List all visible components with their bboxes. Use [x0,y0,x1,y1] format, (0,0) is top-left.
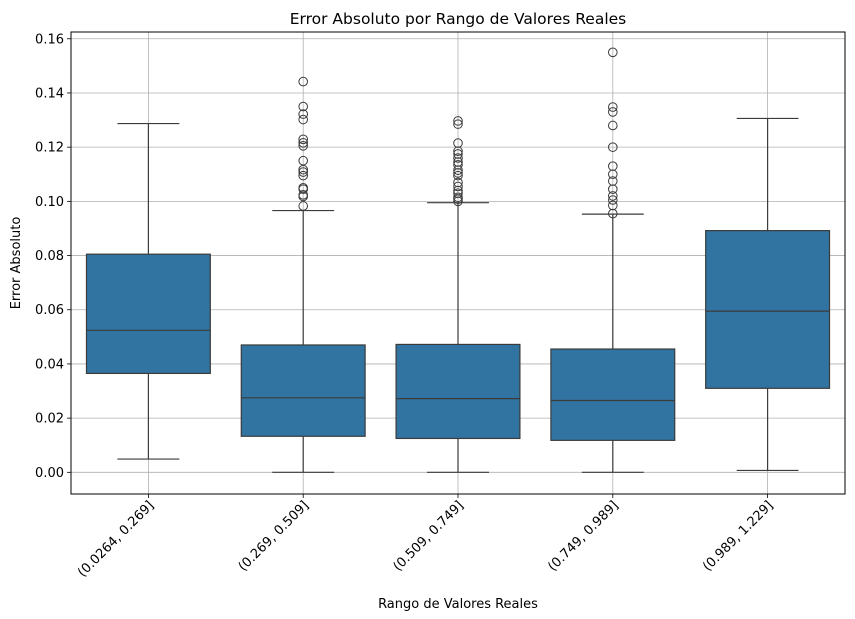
outlier-point [453,177,463,188]
outlier-point [298,167,309,177]
outlier-point [298,134,309,145]
outlier-point [298,141,309,151]
y-tick-label: 0.14 [35,86,64,101]
y-tick-label: 0.02 [35,412,64,427]
box [705,230,831,389]
box [240,344,366,437]
plot-area [85,47,831,473]
outlier-point [298,170,309,181]
outlier-point [608,195,618,205]
outlier-point [608,102,618,112]
outlier-point [608,200,618,211]
outlier-point [608,107,618,117]
outlier-point [298,183,309,193]
box [395,343,521,440]
outlier-point [453,138,463,148]
outlier-point [453,119,463,129]
outlier-point [298,190,309,200]
outlier-point [608,176,618,186]
outlier-point [298,114,309,125]
outlier-point [608,191,618,201]
y-tick-label: 0.08 [35,249,64,264]
box-group [85,122,211,460]
outlier-point [453,116,463,126]
outlier-point [298,201,309,211]
outlier-point [298,109,309,119]
outlier-point [608,161,618,171]
y-tick-label: 0.06 [35,303,64,318]
outlier-point [298,76,309,87]
outlier-point [453,153,463,163]
outlier-point [453,188,463,199]
box-group [550,47,676,473]
y-tick-label: 0.00 [35,466,64,481]
outlier-point [608,120,618,131]
x-axis-label: Rango de Valores Reales [378,597,538,612]
outlier-point [453,192,463,203]
outlier-point [298,138,309,148]
outlier-point [298,155,309,166]
outlier-point [453,149,463,159]
y-tick-label: 0.04 [35,357,64,372]
y-tick-label: 0.12 [35,141,64,156]
outlier-point [608,47,618,58]
box [550,348,676,441]
outlier-point [453,170,463,181]
outlier-point [298,101,309,112]
outlier-point [608,142,618,152]
outlier-point [453,159,463,170]
box-group [240,76,366,473]
chart-title: Error Absoluto por Rango de Valores Real… [290,10,627,28]
box [85,253,211,375]
box-group [705,117,831,472]
y-tick-label: 0.10 [35,195,64,210]
box-group [395,116,521,473]
outlier-point [453,181,463,192]
y-axis-label: Error Absoluto [9,217,24,310]
y-tick-label: 0.16 [35,32,64,47]
y-axis: 0.00 0.02 0.04 0.06 0.08 0.10 0.12 0.14 0.16 [35,32,71,481]
